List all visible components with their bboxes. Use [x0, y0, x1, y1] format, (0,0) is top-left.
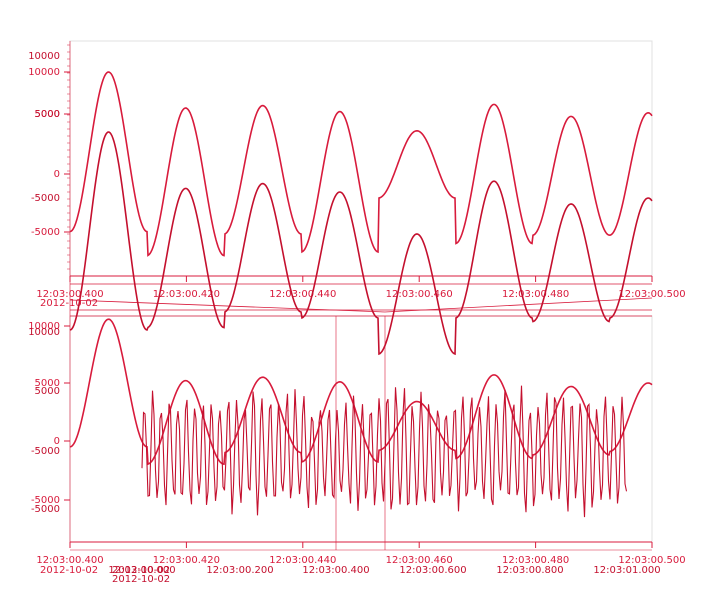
series-line-lower [69, 131, 653, 356]
series-line-noise [141, 385, 628, 518]
y-tick-label: 10000 [28, 67, 60, 78]
link-line-2 [384, 297, 653, 313]
x-tick-label: 12:03:00.480 [502, 555, 569, 566]
x-tick-label: 12:03:00.420 [153, 289, 220, 300]
y-tick-label-secondary: -5000 [31, 446, 60, 457]
x-tick-label-secondary: 12:03:00.200 [206, 565, 273, 576]
x-tick-label-secondary: 12:03:01.000 [593, 565, 660, 576]
y-tick-label: 0 [54, 436, 60, 447]
date-label-secondary: 2012-10-02 [112, 565, 170, 576]
x-tick-label: 12:03:00.460 [386, 555, 453, 566]
y-tick-label-secondary: 10000 [28, 327, 60, 338]
link-line-1 [69, 299, 386, 313]
x-tick-label: 12:03:00.500 [618, 289, 685, 300]
x-tick-label-secondary: 12:03:00.000 [108, 565, 175, 576]
y-tick-label: -5000 [31, 227, 60, 238]
y-tick-label-secondary: -5000 [31, 504, 60, 515]
x-tick-label: 12:03:00.480 [502, 289, 569, 300]
x-tick-label-secondary: 12:03:00.400 [302, 565, 369, 576]
y-tick-label: -5000 [31, 495, 60, 506]
date-label-secondary: 2012-10-02 [112, 574, 170, 585]
y-tick-label: 0 [54, 169, 60, 180]
x-tick-label: 12:03:00.500 [618, 555, 685, 566]
y-tick-label-secondary: 10000 [28, 51, 60, 62]
y-tick-label-secondary: -5000 [31, 193, 60, 204]
x-tick-label: 12:03:00.420 [153, 555, 220, 566]
x-tick-label: 12:03:00.400 [36, 289, 103, 300]
x-tick-label: 12:03:00.440 [269, 289, 336, 300]
date-label: 2012-10-02 [40, 298, 98, 309]
x-tick-label: 12:03:00.440 [269, 555, 336, 566]
y-tick-label: 5000 [35, 109, 60, 120]
x-tick-label: 12:03:00.400 [36, 555, 103, 566]
x-tick-label-secondary: 12:03:00.800 [496, 565, 563, 576]
x-tick-label: 12:03:00.460 [386, 289, 453, 300]
y-tick-label-secondary: 5000 [35, 386, 60, 397]
y-tick-label: 5000 [35, 378, 60, 389]
date-label: 2012-10-02 [40, 565, 98, 576]
series-line-upper [69, 71, 653, 257]
y-tick-label-secondary: 5000 [35, 109, 60, 120]
x-tick-label-secondary: 12:03:00.600 [399, 565, 466, 576]
plot-frame-top [69, 40, 653, 277]
y-tick-label: 10000 [28, 321, 60, 332]
